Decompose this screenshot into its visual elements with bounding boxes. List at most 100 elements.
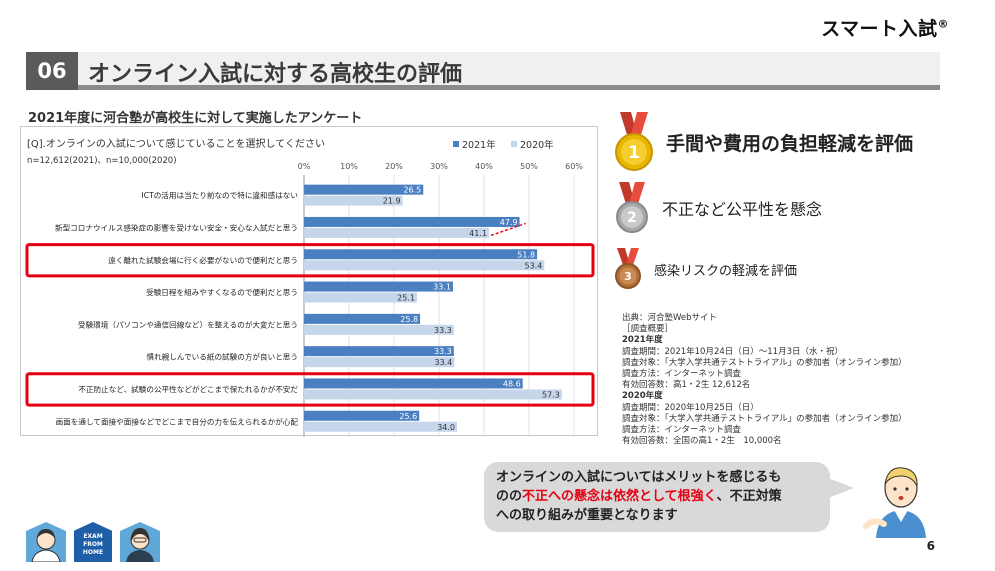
source-line: 調査方法：インターネット調査	[622, 369, 742, 380]
title-bar: 06 オンライン入試に対する高校生の評価	[26, 52, 940, 90]
footer-icons: EXAM FROM HOME	[26, 522, 160, 562]
ranking-2: 2 不正など公平性を懸念	[612, 182, 822, 234]
highlight-box	[25, 372, 595, 407]
value-label-2021: 33.3	[434, 347, 452, 356]
trend-arrow	[490, 222, 526, 237]
bar-2021	[304, 378, 523, 389]
bar-2020	[304, 260, 545, 271]
value-label-2020: 25.1	[397, 294, 415, 303]
source-notes: 出典：河合塾Webサイト ［調査概要］ 2021年度 調査期間：2021年10月24日…	[622, 313, 907, 447]
bar-2020	[304, 292, 417, 303]
ranking-3-text: 感染リスクの軽減を評価	[654, 263, 798, 279]
badge-line-3: HOME	[82, 549, 104, 556]
value-label-2021: 47.9	[500, 218, 518, 227]
bar-2020	[304, 421, 457, 432]
bronze-medal-icon: 3	[615, 248, 641, 289]
bar-chart-svg: [Q].オンラインの入試について感じていることを選択してください n=12,612…	[25, 137, 595, 437]
category-label: 新型コロナウイルス感染症の影響を受けない安全・安心な入試だと思う	[55, 222, 298, 232]
source-line: 有効回答数：高1・2生 12,612名	[622, 380, 751, 391]
chart-sample-size: n=12,612(2021)、n=10,000(2020)	[27, 156, 177, 166]
category-label: ICTの活用は当たり前なので特に違和感はない	[142, 190, 298, 200]
bar-2020	[304, 389, 562, 400]
legend-label: 2021年	[462, 139, 496, 151]
badge-line-2: FROM	[83, 541, 103, 548]
callout-text-4: への取り組みが重要となります	[496, 508, 678, 523]
bar-2021	[304, 184, 424, 195]
source-line: 調査対象：「大学入学共通テストトライアル」の参加者（オンライン参加）	[622, 413, 907, 424]
bar-2020	[304, 227, 489, 238]
medal-number: 1	[628, 143, 640, 163]
survey-caption: 2021年度に河合塾が高校生に対して実施したアンケート	[28, 111, 363, 126]
value-label-2020: 41.1	[469, 229, 487, 238]
axis-tick-label: 0%	[298, 162, 311, 171]
source-line: 調査期間：2020年10月25日（日）	[622, 402, 759, 413]
proctor-avatar-icon	[120, 522, 160, 562]
source-line: 2020年度	[622, 391, 663, 402]
axis-tick-label: 50%	[520, 162, 538, 171]
value-label-2020: 21.9	[383, 197, 401, 206]
chart-question: [Q].オンラインの入試について感じていることを選択してください	[27, 137, 325, 150]
callout-text-3: 、不正対策	[716, 489, 782, 504]
value-label-2020: 57.3	[542, 390, 560, 399]
student-illustration-icon	[863, 467, 926, 538]
medal-number: 3	[624, 270, 632, 283]
bar-2020	[304, 195, 403, 206]
value-label-2021: 26.5	[403, 186, 421, 195]
gold-medal-icon: 1	[615, 112, 653, 171]
highlight-box	[25, 243, 595, 278]
category-label: 画面を通して面接や面接などでどこまで自分の力を伝えられるかが心配	[56, 416, 299, 426]
axis-tick-label: 20%	[385, 162, 403, 171]
callout-highlight: 不正への懸念は依然として根強く	[522, 489, 717, 504]
axis-tick-label: 40%	[475, 162, 493, 171]
brand-name: スマート入試	[821, 18, 938, 40]
source-line: 調査期間：2021年10月24日（日）〜11月3日（水・祝）	[622, 346, 843, 357]
axis-tick-label: 60%	[565, 162, 583, 171]
legend-swatch	[511, 141, 517, 147]
category-label: 慣れ親しんでいる紙の試験の方が良いと思う	[147, 352, 299, 362]
value-label-2021: 51.8	[517, 250, 535, 259]
silver-medal-icon: 2	[616, 182, 648, 233]
ranking-2-text: 不正など公平性を懸念	[662, 200, 823, 219]
legend-label: 2020年	[520, 139, 554, 151]
brand-logo: スマート入試®	[821, 14, 949, 41]
category-label: 遠く離れた試験会場に行く必要がないので便利だと思う	[108, 255, 298, 265]
legend-swatch	[453, 141, 459, 147]
value-label-2021: 25.8	[400, 315, 418, 324]
survey-chart: [Q].オンラインの入試について感じていることを選択してください n=12,612…	[20, 126, 598, 437]
registered-mark: ®	[937, 17, 949, 31]
bar-2021	[304, 410, 420, 421]
callout-tail	[828, 478, 854, 498]
ranking-1: 1 手間や費用の負担軽減を評価	[612, 112, 913, 172]
source-line: ［調査概要］	[622, 324, 674, 335]
section-number: 06	[26, 52, 78, 90]
bar-2021	[304, 216, 520, 227]
category-label: 不正防止など、試験の公平性などがどこまで保たれるかが不安だ	[78, 384, 298, 394]
bar-2021	[304, 281, 453, 292]
value-label-2021: 25.6	[399, 412, 417, 421]
ranking-3: 3 感染リスクの軽減を評価	[612, 248, 797, 290]
bar-2020	[304, 357, 455, 368]
category-label: 受験環境（パソコンや通信回線など）を整えるのが大変だと思う	[78, 319, 298, 329]
callout-text-1: オンラインの入試についてはメリットを感じるも	[496, 470, 782, 485]
page-number: 6	[926, 539, 935, 553]
category-label: 受験日程を組みやすくなるので便利だと思う	[146, 287, 298, 297]
axis-tick-label: 30%	[430, 162, 448, 171]
axis-tick-label: 10%	[340, 162, 358, 171]
value-label-2021: 48.6	[503, 379, 521, 388]
source-line: 出典：河合塾Webサイト	[622, 313, 718, 323]
value-label-2020: 53.4	[524, 261, 542, 270]
value-label-2020: 34.0	[437, 423, 455, 432]
source-line: 調査対象：「大学入学共通テストトライアル」の参加者（オンライン参加）	[622, 357, 907, 368]
summary-callout: オンラインの入試についてはメリットを感じるも のの不正への懸念は依然として根強く…	[484, 462, 830, 532]
bar-2021	[304, 313, 421, 324]
callout-text-2: のの	[496, 489, 523, 504]
source-line: 有効回答数：全国の高1・2生 10,000名	[622, 436, 782, 447]
bar-2020	[304, 324, 454, 335]
source-line: 2021年度	[622, 335, 663, 346]
bar-2021	[304, 249, 538, 260]
student-avatar-icon	[26, 522, 66, 562]
page-title: オンライン入試に対する高校生の評価	[88, 62, 463, 87]
bar-2021	[304, 346, 454, 357]
value-label-2020: 33.3	[434, 326, 452, 335]
value-label-2021: 33.1	[433, 283, 451, 292]
